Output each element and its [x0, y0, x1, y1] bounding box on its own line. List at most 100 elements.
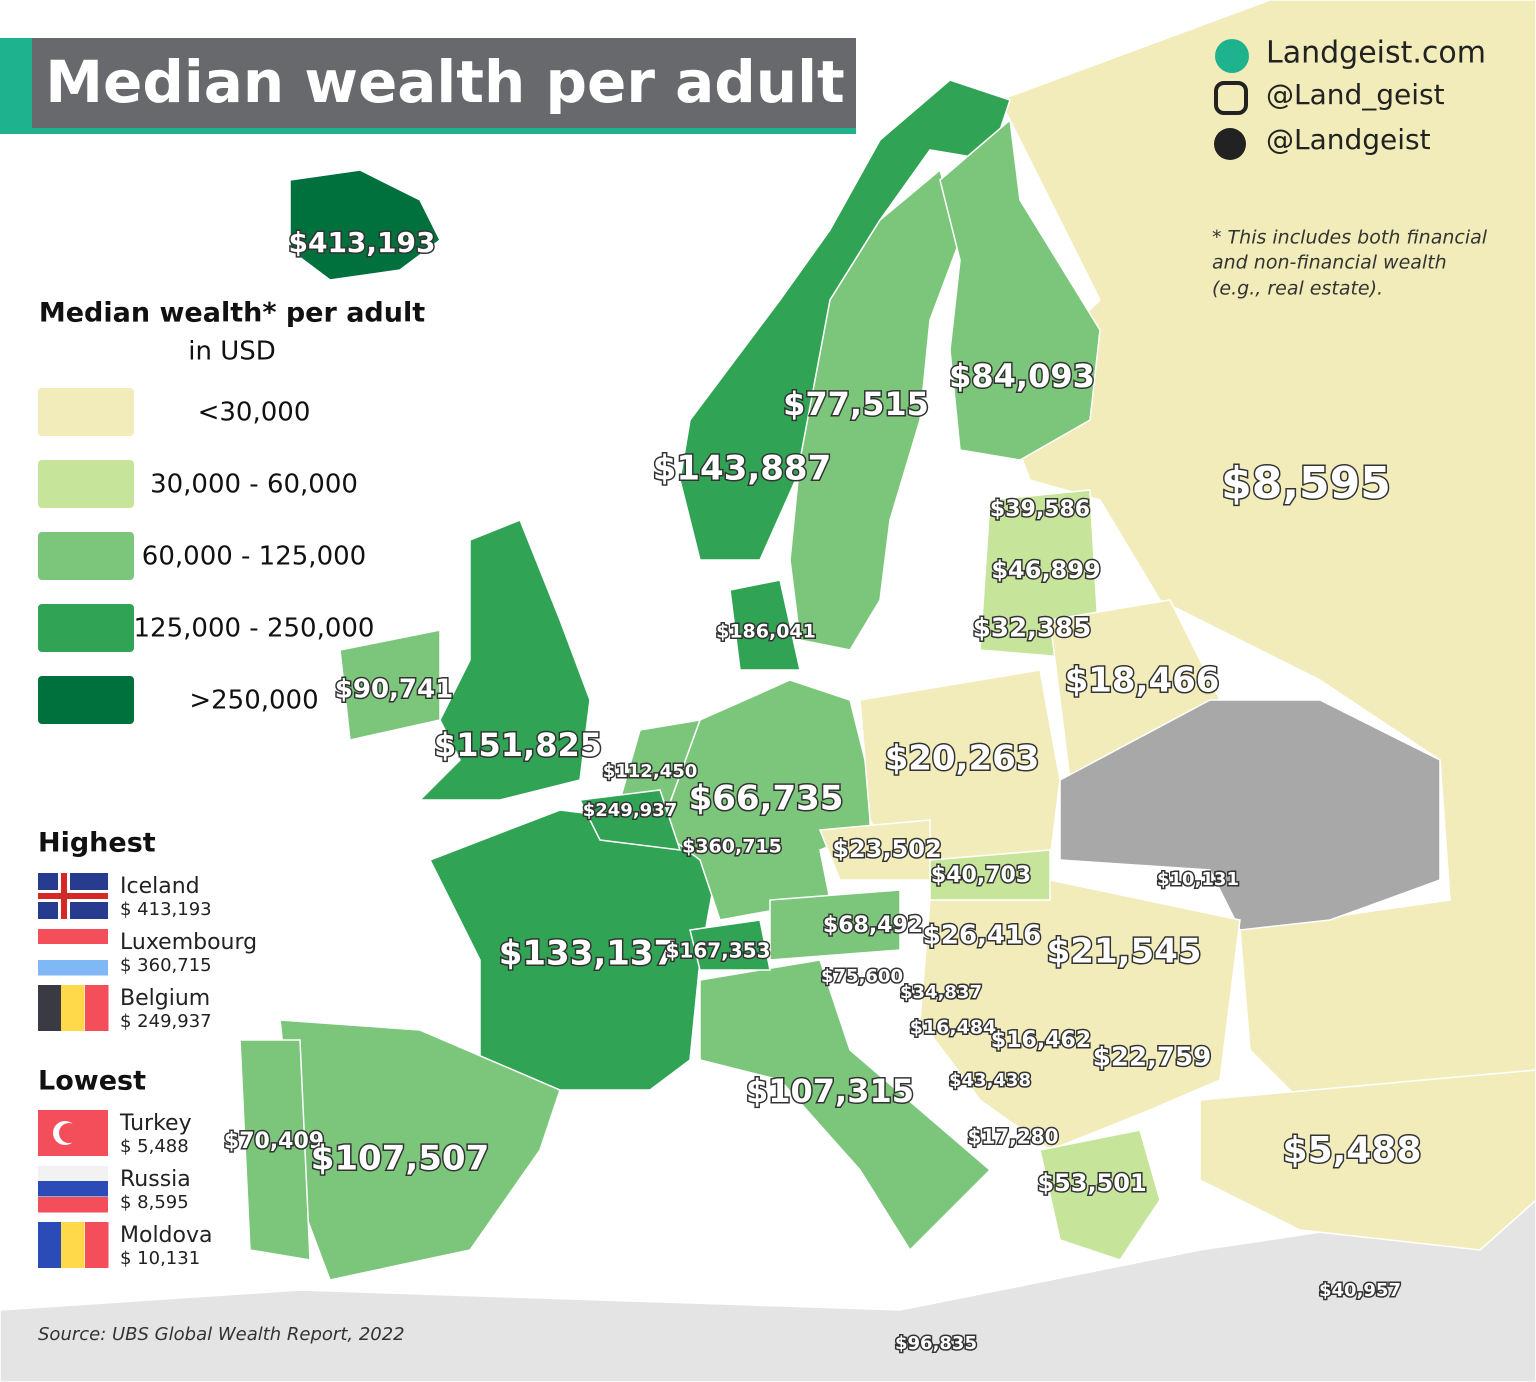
map-label: $143,887 [653, 449, 832, 489]
map-label: $70,409 [224, 1129, 324, 1154]
region [1199, 1069, 1536, 1251]
region [919, 879, 1241, 1151]
map-label: $249,937 [583, 800, 678, 821]
region [729, 579, 801, 671]
region [769, 889, 901, 961]
map-label: $107,507 [311, 1139, 490, 1179]
map-label: $16,462 [991, 1028, 1091, 1053]
map-label: $8,595 [1221, 458, 1391, 509]
flag-part [85, 1222, 109, 1268]
region [1059, 699, 1441, 931]
map-label: $53,501 [1037, 1169, 1146, 1197]
region [289, 169, 441, 281]
rankings: Highest Lowest Iceland$ 413,193 Luxembour… [38, 828, 257, 1269]
flag-part [38, 960, 108, 976]
web-icon [1215, 39, 1249, 73]
map-label: $167,353 [665, 939, 770, 963]
note-line: * This includes both financial [1212, 227, 1488, 249]
map-label: $20,263 [885, 739, 1040, 779]
flag-part [59, 1123, 79, 1143]
flag-part [38, 1181, 108, 1197]
map-label: $10,131 [1157, 869, 1239, 890]
flag-part [38, 985, 62, 1031]
rank-country: Turkey [119, 1111, 192, 1136]
map-label: $360,715 [682, 836, 782, 858]
map-label: $23,502 [832, 835, 941, 863]
lowest-title: Lowest [38, 1066, 146, 1097]
flag-part [38, 1166, 108, 1182]
banner-accent [0, 38, 32, 134]
legend-label: 125,000 - 250,000 [134, 614, 375, 644]
legend-swatch [38, 676, 134, 724]
flag-part [38, 944, 108, 960]
region [659, 679, 871, 921]
flag [38, 1110, 108, 1156]
banner [32, 38, 856, 134]
map-label: $32,385 [973, 614, 1091, 644]
region [239, 1039, 311, 1261]
map-label: $413,193 [288, 226, 435, 259]
map-label: $5,488 [1283, 1130, 1422, 1171]
map-label: $21,545 [1047, 932, 1202, 972]
region [699, 959, 992, 1252]
region [929, 849, 1051, 901]
legend-swatch [38, 532, 134, 580]
map-label: $68,492 [823, 913, 923, 938]
social: Landgeist.com @Land_geist @Landgeist [1214, 36, 1486, 160]
map-label: $112,450 [603, 761, 698, 782]
region [689, 919, 771, 971]
map-label: $34,837 [900, 982, 982, 1003]
flag [38, 985, 109, 1031]
map-label: $77,515 [783, 385, 929, 423]
legend-label: <30,000 [198, 398, 311, 428]
rank-value: $ 5,488 [120, 1136, 189, 1157]
map-label: $40,703 [931, 863, 1031, 888]
map-label: $107,315 [746, 1072, 914, 1110]
flag-part [85, 985, 109, 1031]
flag [38, 1166, 108, 1213]
region [679, 79, 1011, 561]
region [1039, 1129, 1161, 1261]
legend-label: 30,000 - 60,000 [150, 470, 358, 500]
map-label: $151,825 [434, 726, 602, 764]
map-label: $17,280 [967, 1125, 1058, 1149]
legend-swatch [38, 460, 134, 508]
rank-country: Luxembourg [120, 930, 257, 955]
social-link: @Land_geist [1266, 78, 1445, 111]
legend-swatch [38, 604, 134, 652]
flag [38, 929, 108, 976]
map-label: $133,137 [499, 934, 678, 974]
map-label: $186,041 [716, 621, 816, 643]
rank-value: $ 249,937 [120, 1011, 212, 1032]
map-label: $46,899 [991, 556, 1100, 584]
map-label: $18,466 [1065, 661, 1220, 701]
rank-country: Moldova [120, 1223, 212, 1248]
region [789, 168, 961, 651]
banner-line [32, 128, 856, 134]
map-label: $84,093 [949, 357, 1095, 395]
rank-country: Iceland [120, 874, 200, 899]
region [578, 789, 682, 851]
flag-part [38, 929, 108, 945]
legend-label: >250,000 [189, 686, 318, 716]
rank-country: Russia [120, 1167, 191, 1192]
map-label: $75,600 [821, 966, 903, 987]
flag-part [61, 1222, 85, 1268]
legend: Median wealth* per adult in USD <30,000 3… [38, 298, 425, 724]
rank-value: $ 413,193 [120, 899, 212, 920]
region [0, 1199, 1536, 1382]
flag-part [61, 985, 85, 1031]
flag-part [38, 1197, 108, 1213]
region [939, 118, 1101, 461]
rank-country: Belgium [120, 986, 210, 1011]
note-line: (e.g., real estate). [1212, 278, 1383, 300]
map-label: $26,416 [923, 921, 1041, 951]
map-label: $96,835 [895, 1333, 977, 1354]
region [339, 629, 441, 741]
flag [38, 1222, 109, 1268]
map-label: $39,586 [990, 497, 1090, 522]
flag [38, 873, 108, 919]
legend-title: Median wealth* per adult [39, 298, 425, 329]
title-banner: Median wealth per adult [0, 38, 856, 134]
